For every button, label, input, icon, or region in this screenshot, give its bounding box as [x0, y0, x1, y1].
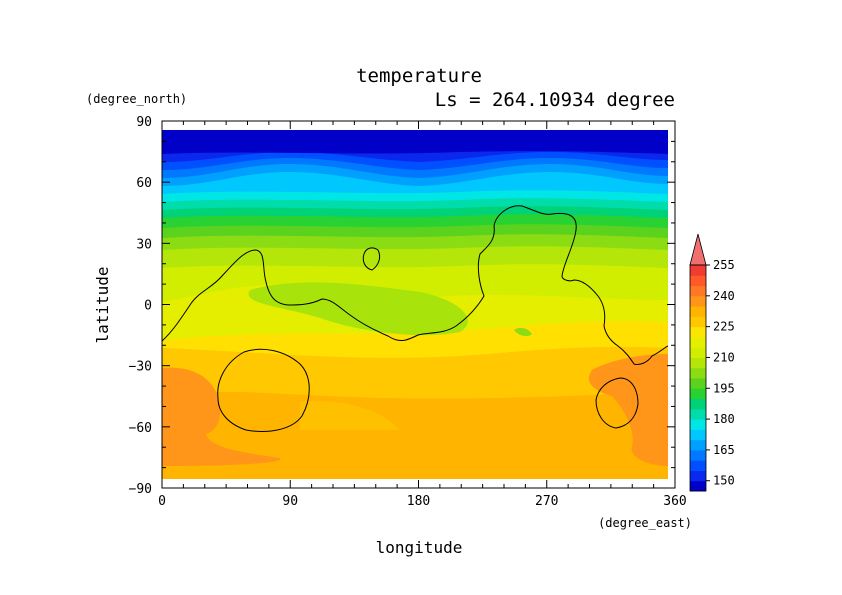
- colorbar-swatch: [690, 378, 706, 389]
- colorbar-swatch: [690, 429, 706, 441]
- colorbar-swatch: [690, 449, 706, 461]
- x-tick-label: 0: [158, 494, 166, 509]
- blob-small-south: [350, 376, 364, 382]
- colorbar-tick-label: 180: [713, 412, 735, 426]
- colorbar-swatch: [690, 275, 706, 287]
- y-tick-label: 30: [136, 237, 152, 252]
- colorbar-swatch: [690, 285, 706, 297]
- y-tick-label: −90: [129, 482, 152, 497]
- colorbar-swatch: [690, 306, 706, 317]
- colorbar-tick-label: 210: [713, 350, 735, 364]
- topography-contour-southwest: [217, 348, 310, 432]
- colorbar: 150 165 180 195 210 225 240 255: [689, 233, 735, 492]
- temperature-field: [162, 130, 668, 479]
- topography-contours: [162, 205, 668, 432]
- colorbar-frame: [689, 264, 707, 492]
- x-axis-label: longitude: [376, 538, 463, 557]
- colorbar-swatch: [690, 336, 706, 348]
- y-tick-label: −30: [129, 360, 152, 375]
- colorbar-tick-label: 255: [713, 258, 735, 272]
- colorbar-swatch: [690, 439, 706, 451]
- topography-contour-southeast: [595, 377, 639, 429]
- colorbar-swatch: [690, 295, 706, 307]
- colorbar-tick-label: 240: [713, 289, 735, 303]
- topography-contour-main: [162, 205, 668, 365]
- colorbar-tick-label: 195: [713, 381, 735, 395]
- band-north-polar: [162, 130, 668, 154]
- colorbar-tick-label: 165: [713, 443, 735, 457]
- x-tick-label: 360: [663, 494, 686, 509]
- colorbar-swatch: [690, 398, 706, 410]
- blob-small-equatorial: [514, 327, 532, 337]
- colorbar-swatch: [690, 347, 706, 358]
- colorbar-tick-label: 225: [713, 320, 735, 334]
- y-tick-label: 60: [136, 176, 152, 191]
- colorbar-swatch: [690, 480, 706, 492]
- colorbar-swatch: [690, 265, 706, 276]
- x-unit-label: (degree_east): [598, 516, 692, 530]
- colorbar-swatch: [690, 408, 706, 420]
- y-tick-label: 90: [136, 115, 152, 130]
- x-tick-label: 180: [407, 494, 430, 509]
- colorbar-swatch: [690, 316, 706, 328]
- axes: 0 90 180 270 360 90 60 30 0 −30 −60 −90: [129, 115, 687, 509]
- y-tick-label: −60: [129, 421, 152, 436]
- band-southern-mid: [162, 346, 668, 399]
- colorbar-swatch: [690, 367, 706, 379]
- colorbar-swatch: [690, 460, 706, 471]
- chart-title: temperature: [356, 65, 482, 87]
- warm-region-southwest: [162, 367, 281, 466]
- colorbar-swatch: [690, 470, 706, 482]
- colorbar-swatch: [690, 388, 706, 400]
- blob-southern-mid: [300, 401, 400, 430]
- chart-subtitle: Ls = 264.10934 degree: [435, 89, 675, 111]
- y-unit-label: (degree_north): [86, 92, 187, 106]
- colorbar-swatch: [690, 326, 706, 338]
- colorbar-tick-label: 150: [713, 474, 735, 488]
- colorbar-swatch: [690, 357, 706, 369]
- y-tick-label: 0: [144, 299, 152, 314]
- blob-equatorial-green: [248, 282, 468, 336]
- topography-contour-small-north: [362, 247, 381, 271]
- y-axis-label: latitude: [93, 266, 112, 343]
- band-south-polar: [162, 392, 668, 479]
- x-tick-label: 270: [535, 494, 558, 509]
- colorbar-swatch: [690, 419, 706, 430]
- x-tick-label: 90: [282, 494, 298, 509]
- colorbar-extend-triangle: [689, 233, 707, 266]
